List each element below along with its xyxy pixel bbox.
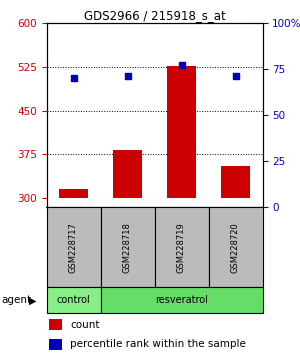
Text: count: count — [70, 320, 100, 330]
Point — [179, 63, 184, 68]
Text: GSM228719: GSM228719 — [177, 222, 186, 273]
Bar — [208, 207, 262, 287]
Title: GDS2966 / 215918_s_at: GDS2966 / 215918_s_at — [84, 9, 225, 22]
Text: GSM228717: GSM228717 — [69, 222, 78, 273]
Text: ▶: ▶ — [29, 295, 37, 306]
Bar — [221, 166, 250, 198]
Bar — [58, 189, 88, 198]
Point — [71, 75, 76, 81]
Text: resveratrol: resveratrol — [155, 295, 208, 306]
Bar — [100, 287, 262, 313]
Text: agent: agent — [2, 295, 31, 306]
Text: GSM228720: GSM228720 — [231, 222, 240, 273]
Bar — [46, 207, 100, 287]
Bar — [167, 66, 196, 198]
Bar — [100, 207, 154, 287]
Text: percentile rank within the sample: percentile rank within the sample — [70, 339, 246, 349]
Bar — [49, 338, 62, 350]
Point — [125, 74, 130, 79]
Bar — [49, 319, 62, 330]
Point — [233, 74, 238, 79]
Text: control: control — [57, 295, 90, 306]
Bar — [46, 287, 100, 313]
Text: GSM228718: GSM228718 — [123, 222, 132, 273]
Bar — [154, 207, 208, 287]
Bar — [113, 150, 142, 198]
